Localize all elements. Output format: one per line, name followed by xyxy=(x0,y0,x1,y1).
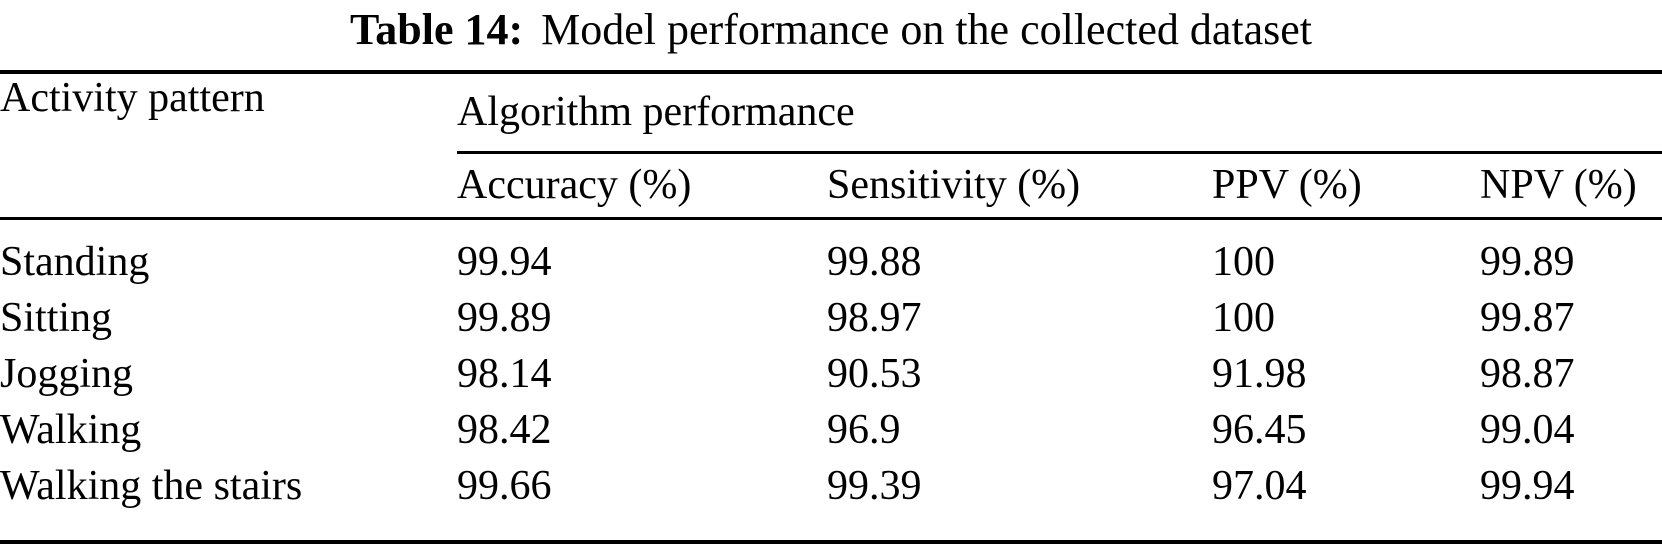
cell-ppv: 100 xyxy=(1212,294,1275,341)
column-header-sensitivity: Sensitivity (%) xyxy=(827,152,1212,220)
header-sub-row: Accuracy (%) Sensitivity (%) PPV (%) NPV… xyxy=(0,152,1662,220)
table-row-walking-the-stairs: Walking the stairs 99.66 99.39 97.04 99.… xyxy=(0,458,1662,542)
column-header-npv: NPV (%) xyxy=(1480,152,1662,220)
cell-activity: Jogging xyxy=(0,350,134,397)
cell-activity: Walking xyxy=(0,406,142,453)
cell-npv: 99.87 xyxy=(1480,294,1575,341)
table-row-jogging: Jogging 98.14 90.53 91.98 98.87 xyxy=(0,346,1662,402)
cell-sensitivity: 98.97 xyxy=(827,294,922,341)
header-group-row: Activity pattern Algorithm performance xyxy=(0,72,1662,220)
cell-accuracy: 99.66 xyxy=(457,462,552,509)
column-header-ppv: PPV (%) xyxy=(1212,152,1480,220)
cell-ppv: 97.04 xyxy=(1212,462,1307,509)
table-caption-text: Model performance on the collected datas… xyxy=(541,5,1313,54)
column-header-activity-pattern: Activity pattern xyxy=(0,72,457,220)
cell-ppv: 96.45 xyxy=(1212,406,1307,453)
cell-sensitivity: 99.39 xyxy=(827,462,922,509)
table-row-walking: Walking 98.42 96.9 96.45 99.04 xyxy=(0,402,1662,458)
table-caption-label: Table 14: xyxy=(349,5,524,54)
cell-npv: 99.94 xyxy=(1480,462,1575,509)
cell-npv: 98.87 xyxy=(1480,350,1575,397)
group-header-algorithm-performance: Algorithm performance xyxy=(457,72,1662,154)
cell-ppv: 91.98 xyxy=(1212,350,1307,397)
cell-accuracy: 99.94 xyxy=(457,238,552,285)
cell-sensitivity: 99.88 xyxy=(827,238,922,285)
cell-sensitivity: 96.9 xyxy=(827,406,901,453)
cell-activity: Standing xyxy=(0,238,150,285)
cell-accuracy: 98.14 xyxy=(457,350,552,397)
table-caption: Table 14: Model performance on the collec… xyxy=(0,5,1662,54)
cell-accuracy: 99.89 xyxy=(457,294,552,341)
cell-activity: Walking the stairs xyxy=(0,462,303,509)
table-row-sitting: Sitting 99.89 98.97 100 99.87 xyxy=(0,290,1662,346)
cell-sensitivity: 90.53 xyxy=(827,350,922,397)
cell-ppv: 100 xyxy=(1212,238,1275,285)
cell-npv: 99.04 xyxy=(1480,406,1575,453)
table-row-standing: Standing 99.94 99.88 100 99.89 xyxy=(0,218,1662,290)
cell-activity: Sitting xyxy=(0,294,113,341)
performance-table: Activity pattern Algorithm performance A… xyxy=(0,70,1662,544)
cell-accuracy: 98.42 xyxy=(457,406,552,453)
cell-npv: 99.89 xyxy=(1480,238,1575,285)
column-header-accuracy: Accuracy (%) xyxy=(457,152,827,220)
